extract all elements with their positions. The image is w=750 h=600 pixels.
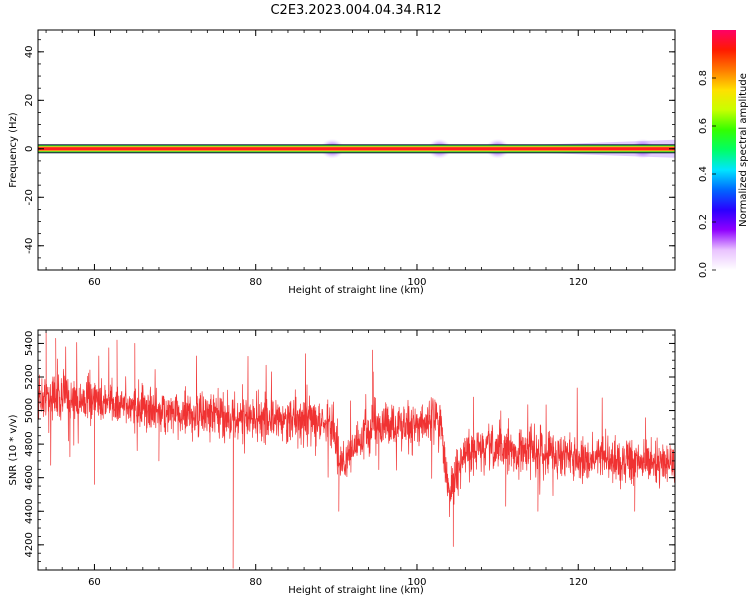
- colorbar-tick-label: 0.2: [698, 214, 709, 230]
- colorbar-tick-label: 0.6: [698, 118, 709, 134]
- spectrogram-x-tick-label: 60: [88, 277, 101, 288]
- snr-series-line: [38, 331, 675, 569]
- spectrogram-y-tick-label: 0: [24, 146, 35, 152]
- snr-y-tick-label: 4800: [24, 431, 35, 456]
- snr-x-label: Height of straight line (km): [288, 585, 424, 596]
- snr-panel: 60 80 100 120 4200440046004800500052005400 …: [8, 329, 676, 596]
- spectrogram-x-label: Height of straight line (km): [288, 285, 424, 296]
- colorbar-tick-label: 0.4: [698, 166, 709, 182]
- snr-y-tick-label: 5000: [24, 398, 35, 423]
- spectrogram-panel: 60 80 100 120 -40 -20 0 20 40 Height of straigh…: [8, 29, 676, 296]
- colorbar-ticks: 0.0 0.2 0.4 0.6 0.8: [698, 70, 716, 278]
- colorbar-tick-label: 0.8: [698, 70, 709, 86]
- snr-x-tick-label: 60: [88, 577, 101, 588]
- spectrogram-y-tick-label: -20: [24, 189, 35, 205]
- spectral-band: [38, 138, 675, 159]
- colorbar-label: Normalized spectral amplitude: [738, 73, 749, 227]
- snr-x-tick-label: 80: [249, 577, 262, 588]
- snr-y-label: SNR (10 * v/v): [8, 414, 19, 485]
- spectrogram-x-ticks: 60 80 100 120: [45, 30, 676, 288]
- spectrogram-x-tick-label: 100: [407, 277, 426, 288]
- spectrogram-y-ticks: -40 -20 0 20 40: [24, 39, 675, 271]
- figure-title: C2E3.2023.004.04.34.R12: [270, 3, 441, 18]
- spectrogram-x-tick-label: 80: [249, 277, 262, 288]
- spectrogram-frame: [37, 29, 676, 271]
- spectrogram-y-label: Frequency (Hz): [8, 112, 19, 188]
- spectrogram-y-tick-label: 20: [24, 94, 35, 107]
- snr-x-ticks: 60 80 100 120: [45, 330, 676, 588]
- colorbar-tick-label: 0.0: [698, 262, 709, 278]
- snr-y-tick-label: 5400: [24, 331, 35, 356]
- snr-y-tick-label: 5200: [24, 364, 35, 389]
- snr-y-tick-label: 4200: [24, 532, 35, 557]
- snr-x-tick-label: 100: [407, 577, 426, 588]
- snr-y-ticks: 4200 4400 4600 4800 5000 5200 5400: [24, 331, 675, 571]
- band-red-core: [38, 147, 675, 151]
- colorbar-gradient: [712, 30, 736, 270]
- spectrogram-y-tick-label: 40: [24, 45, 35, 58]
- spectrogram-y-tick-label: -40: [24, 238, 35, 254]
- snr-frame: [37, 329, 676, 571]
- spectrogram-x-tick-label: 120: [569, 277, 588, 288]
- snr-x-tick-label: 120: [569, 577, 588, 588]
- snr-y-tick-label: 4400: [24, 499, 35, 524]
- colorbar: 0.0 0.2 0.4 0.6 0.8 Normalized spectral ampl…: [698, 30, 749, 278]
- snr-y-tick-label: 4600: [24, 465, 35, 490]
